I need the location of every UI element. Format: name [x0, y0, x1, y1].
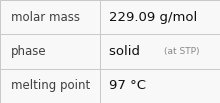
- Text: phase: phase: [11, 45, 47, 58]
- Text: melting point: melting point: [11, 79, 90, 92]
- Text: solid: solid: [109, 45, 148, 58]
- Text: 97 °C: 97 °C: [109, 79, 146, 92]
- Text: (at STP): (at STP): [164, 47, 199, 56]
- Text: molar mass: molar mass: [11, 11, 80, 24]
- Text: 229.09 g/mol: 229.09 g/mol: [109, 11, 197, 24]
